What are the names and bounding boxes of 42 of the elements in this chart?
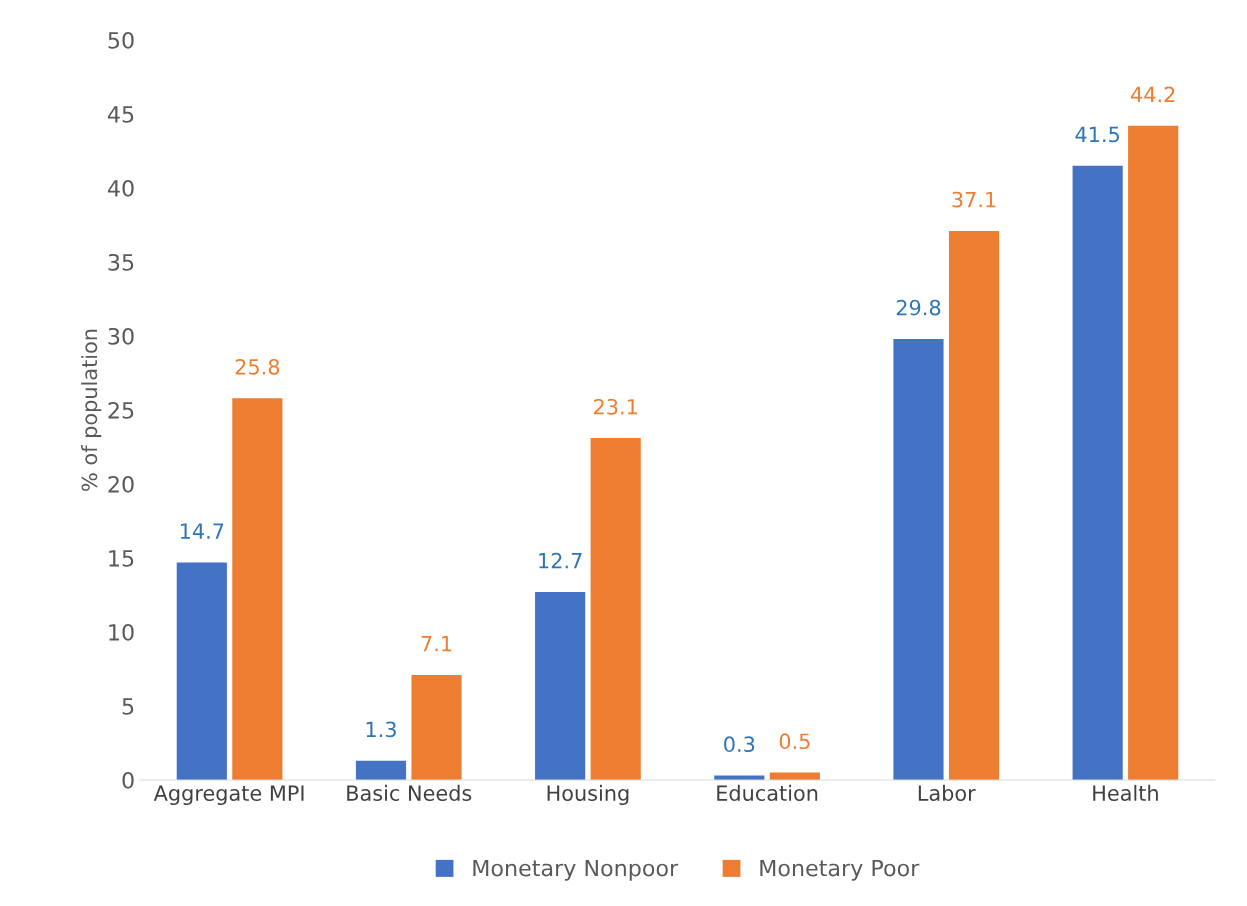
legend-label: Monetary Poor: [760, 859, 920, 881]
data-label: 0.5: [779, 733, 810, 750]
bar: [893, 338, 944, 780]
y-tick-label: 0: [122, 771, 134, 789]
data-label: 12.7: [539, 552, 582, 569]
bar: [176, 562, 227, 780]
bar: [1128, 125, 1179, 780]
y-tick-label: 45: [107, 106, 134, 123]
data-label: 23.1: [594, 398, 637, 415]
y-tick-label: 40: [107, 179, 134, 197]
x-tick-label: Aggregate MPI: [153, 785, 304, 806]
data-label: 44.2: [1131, 86, 1175, 103]
bar: [232, 398, 283, 780]
data-label: 41.5: [1075, 126, 1120, 143]
y-tick-label: 15: [109, 550, 134, 567]
x-tick-label: Education: [717, 784, 818, 801]
data-label: 7.1: [421, 635, 452, 652]
data-label: 1.3: [366, 721, 396, 738]
y-tick-label: 35: [108, 253, 134, 271]
data-label: 25.8: [235, 358, 280, 375]
bar: [1072, 165, 1123, 780]
y-tick-label: 20: [108, 475, 134, 493]
y-axis-title: % of population: [81, 329, 102, 491]
x-tick-label: Basic Needs: [347, 784, 472, 801]
bar: [411, 674, 462, 780]
bar: [590, 438, 641, 780]
data-label: 0.3: [724, 736, 755, 753]
y-tick-label: 50: [108, 31, 134, 49]
bar: [948, 230, 1000, 780]
legend-label: Monetary Nonpoor: [473, 859, 679, 881]
y-tick-label: 30: [108, 327, 134, 345]
x-tick-label: Housing: [547, 784, 629, 806]
y-tick-label: 10: [109, 623, 134, 641]
bar: [355, 760, 407, 780]
y-tick-label: 5: [122, 698, 134, 715]
x-tick-label: Labor: [918, 784, 976, 801]
data-label: 29.8: [896, 299, 941, 316]
data-label: 37.1: [952, 191, 996, 208]
y-tick-label: 25: [108, 401, 134, 419]
data-label: 14.7: [180, 523, 224, 539]
bar: [535, 592, 586, 780]
x-tick-label: Health: [1093, 784, 1158, 801]
